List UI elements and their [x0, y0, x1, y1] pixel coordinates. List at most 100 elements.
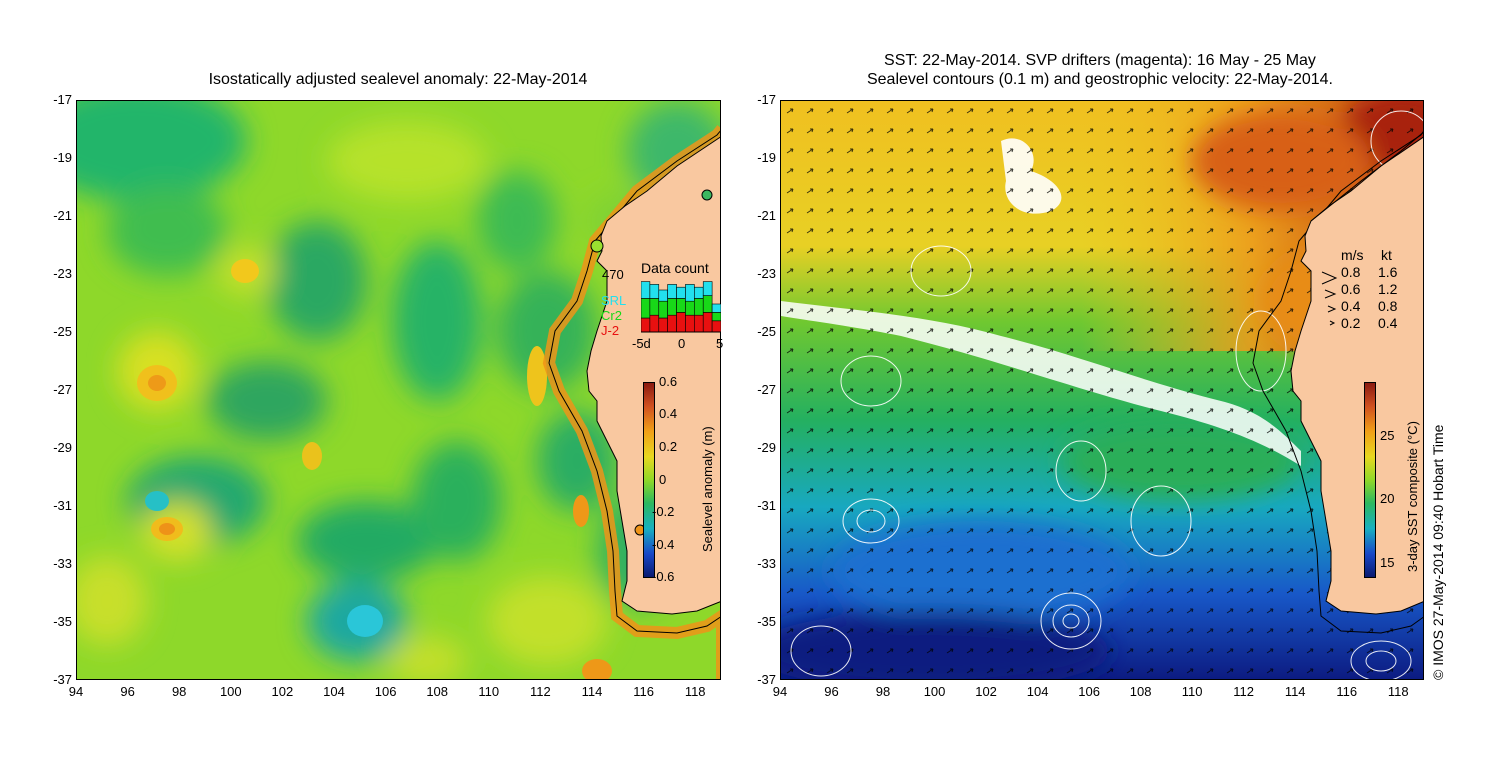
sealevel-cbar-tick-5: -0.4 [652, 537, 675, 552]
data-count-bar-2-cr2 [658, 300, 668, 319]
sst-cbar-label: 3-day SST composite (°C) [1405, 421, 1420, 572]
data-count-bar-5-srl [685, 284, 695, 302]
left-ytick-0: -17 [53, 92, 72, 107]
velocity-row-3-ms: 0.2 [1341, 315, 1361, 331]
right-ytick-6: -29 [757, 440, 776, 455]
left-xtick-11: 116 [633, 684, 654, 699]
velocity-header-ms: m/s [1341, 247, 1364, 263]
sealevel-cbar-tick-3: 0 [659, 472, 667, 487]
data-count-bar-7-cr2 [702, 295, 713, 313]
legend-cr2: Cr2 [601, 308, 622, 323]
data-count-bar-8-srl [711, 303, 721, 313]
left-ytick-2: -21 [53, 208, 72, 223]
sealevel-cbar-tick-2: 0.2 [659, 439, 678, 454]
right-ytick-8: -33 [757, 556, 776, 571]
sealevel-anomaly-field [77, 101, 720, 679]
sealevel-anomaly-map [76, 100, 721, 680]
sst-cbar-tick-0: 25 [1380, 428, 1395, 443]
left-xtick-4: 102 [271, 684, 294, 699]
data-count-bar-2-srl [658, 289, 668, 302]
left-xtick-8: 110 [478, 684, 500, 699]
left-panel-title: Isostatically adjusted sealevel anomaly:… [208, 71, 588, 88]
data-count-bar-3-srl [667, 284, 677, 299]
data-count-bar-0-j2 [641, 317, 651, 333]
data-count-bar-2-j2 [658, 317, 668, 333]
data-count-bar-6-srl [694, 286, 704, 299]
left-ytick-4: -25 [53, 324, 72, 339]
data-count-title: Data count [641, 260, 709, 276]
sealevel-cbar-tick-0: 0.6 [659, 374, 678, 389]
left-xtick-2: 98 [171, 684, 187, 699]
data-count-bar-3-j2 [667, 314, 677, 333]
left-ytick-9: -35 [53, 614, 72, 629]
right-ytick-10: -37 [757, 672, 776, 687]
right-ytick-0: -17 [757, 92, 776, 107]
left-xtick-1: 96 [120, 684, 135, 699]
left-ytick-10: -37 [53, 672, 72, 687]
data-count-bar-6-cr2 [694, 298, 704, 316]
right-ytick-5: -27 [757, 382, 776, 397]
right-xtick-2: 98 [875, 684, 891, 699]
data-count-bar-4-srl [676, 286, 686, 299]
data-count-bar-7-srl [702, 281, 713, 296]
sealevel-cbar-tick-4: -0.2 [652, 504, 675, 519]
velocity-row-1-kt: 1.2 [1378, 281, 1398, 297]
data-count-xtick-2: 5 [716, 336, 724, 351]
legend-j2: J-2 [601, 323, 620, 338]
sst-cbar-tick-2: 15 [1380, 555, 1395, 570]
sealevel-colorbar [643, 382, 655, 578]
left-xtick-12: 118 [684, 684, 706, 699]
right-panel-title-line1: SST: 22-May-2014. SVP drifters (magenta)… [884, 52, 1316, 69]
velocity-legend-arrows [1321, 271, 1338, 326]
right-ytick-7: -31 [757, 498, 776, 513]
left-ytick-5: -27 [53, 382, 72, 397]
velocity-row-0-kt: 1.6 [1378, 264, 1398, 280]
right-xtick-6: 106 [1078, 684, 1100, 699]
data-count-bar-1-cr2 [649, 298, 660, 316]
left-xtick-5: 104 [323, 684, 345, 699]
sealevel-cbar-tick-6: -0.6 [652, 569, 675, 584]
right-ytick-2: -21 [757, 208, 776, 223]
sst-map [780, 100, 1424, 680]
right-xtick-4: 102 [975, 684, 997, 699]
left-ytick-1: -19 [53, 150, 72, 165]
right-xtick-9: 112 [1233, 684, 1255, 699]
sst-cbar-tick-1: 20 [1380, 491, 1395, 506]
imos-credit: © IMOS 27-May-2014 09:40 Hobart Time [1430, 424, 1446, 680]
right-ytick-3: -23 [757, 266, 776, 281]
data-count-bar-0-cr2 [641, 298, 651, 319]
right-xtick-0: 94 [772, 684, 788, 699]
right-xtick-5: 104 [1026, 684, 1049, 699]
velocity-row-1-ms: 0.6 [1341, 281, 1361, 297]
left-ytick-3: -23 [53, 266, 72, 281]
right-xtick-12: 118 [1387, 684, 1409, 699]
data-count-bar-0-srl [641, 281, 651, 299]
sst-colorbar [1364, 382, 1376, 578]
left-xtick-0: 94 [68, 684, 84, 699]
left-xtick-10: 114 [581, 684, 603, 699]
velocity-row-0-ms: 0.8 [1341, 264, 1361, 280]
data-count-bar-1-j2 [649, 314, 660, 333]
sst-field [781, 101, 1423, 679]
velocity-row-3-kt: 0.4 [1378, 315, 1398, 331]
data-count-xtick-0: -5d [632, 336, 651, 351]
data-count-bar-7-j2 [702, 312, 713, 333]
left-xtick-7: 108 [426, 684, 449, 699]
data-count-bar-4-j2 [676, 312, 686, 333]
data-count-bar-1-srl [649, 284, 660, 299]
right-xtick-10: 114 [1284, 684, 1306, 699]
left-xtick-6: 106 [374, 684, 397, 699]
right-ytick-1: -19 [757, 150, 776, 165]
sealevel-cbar-label: Sealevel anomaly (m) [700, 426, 715, 552]
data-count-bar-4-cr2 [676, 298, 686, 313]
data-count-bar-3-cr2 [667, 298, 677, 316]
left-ytick-7: -31 [53, 498, 72, 513]
right-xtick-7: 108 [1129, 684, 1152, 699]
right-panel-title-line2: Sealevel contours (0.1 m) and geostrophi… [866, 71, 1333, 88]
legend-srl: SRL [601, 293, 627, 308]
left-xtick-3: 100 [219, 684, 242, 699]
right-xtick-11: 116 [1336, 684, 1358, 699]
data-count-bar-6-j2 [694, 314, 704, 333]
left-xtick-9: 112 [530, 684, 551, 699]
sealevel-cbar-tick-1: 0.4 [659, 406, 678, 421]
